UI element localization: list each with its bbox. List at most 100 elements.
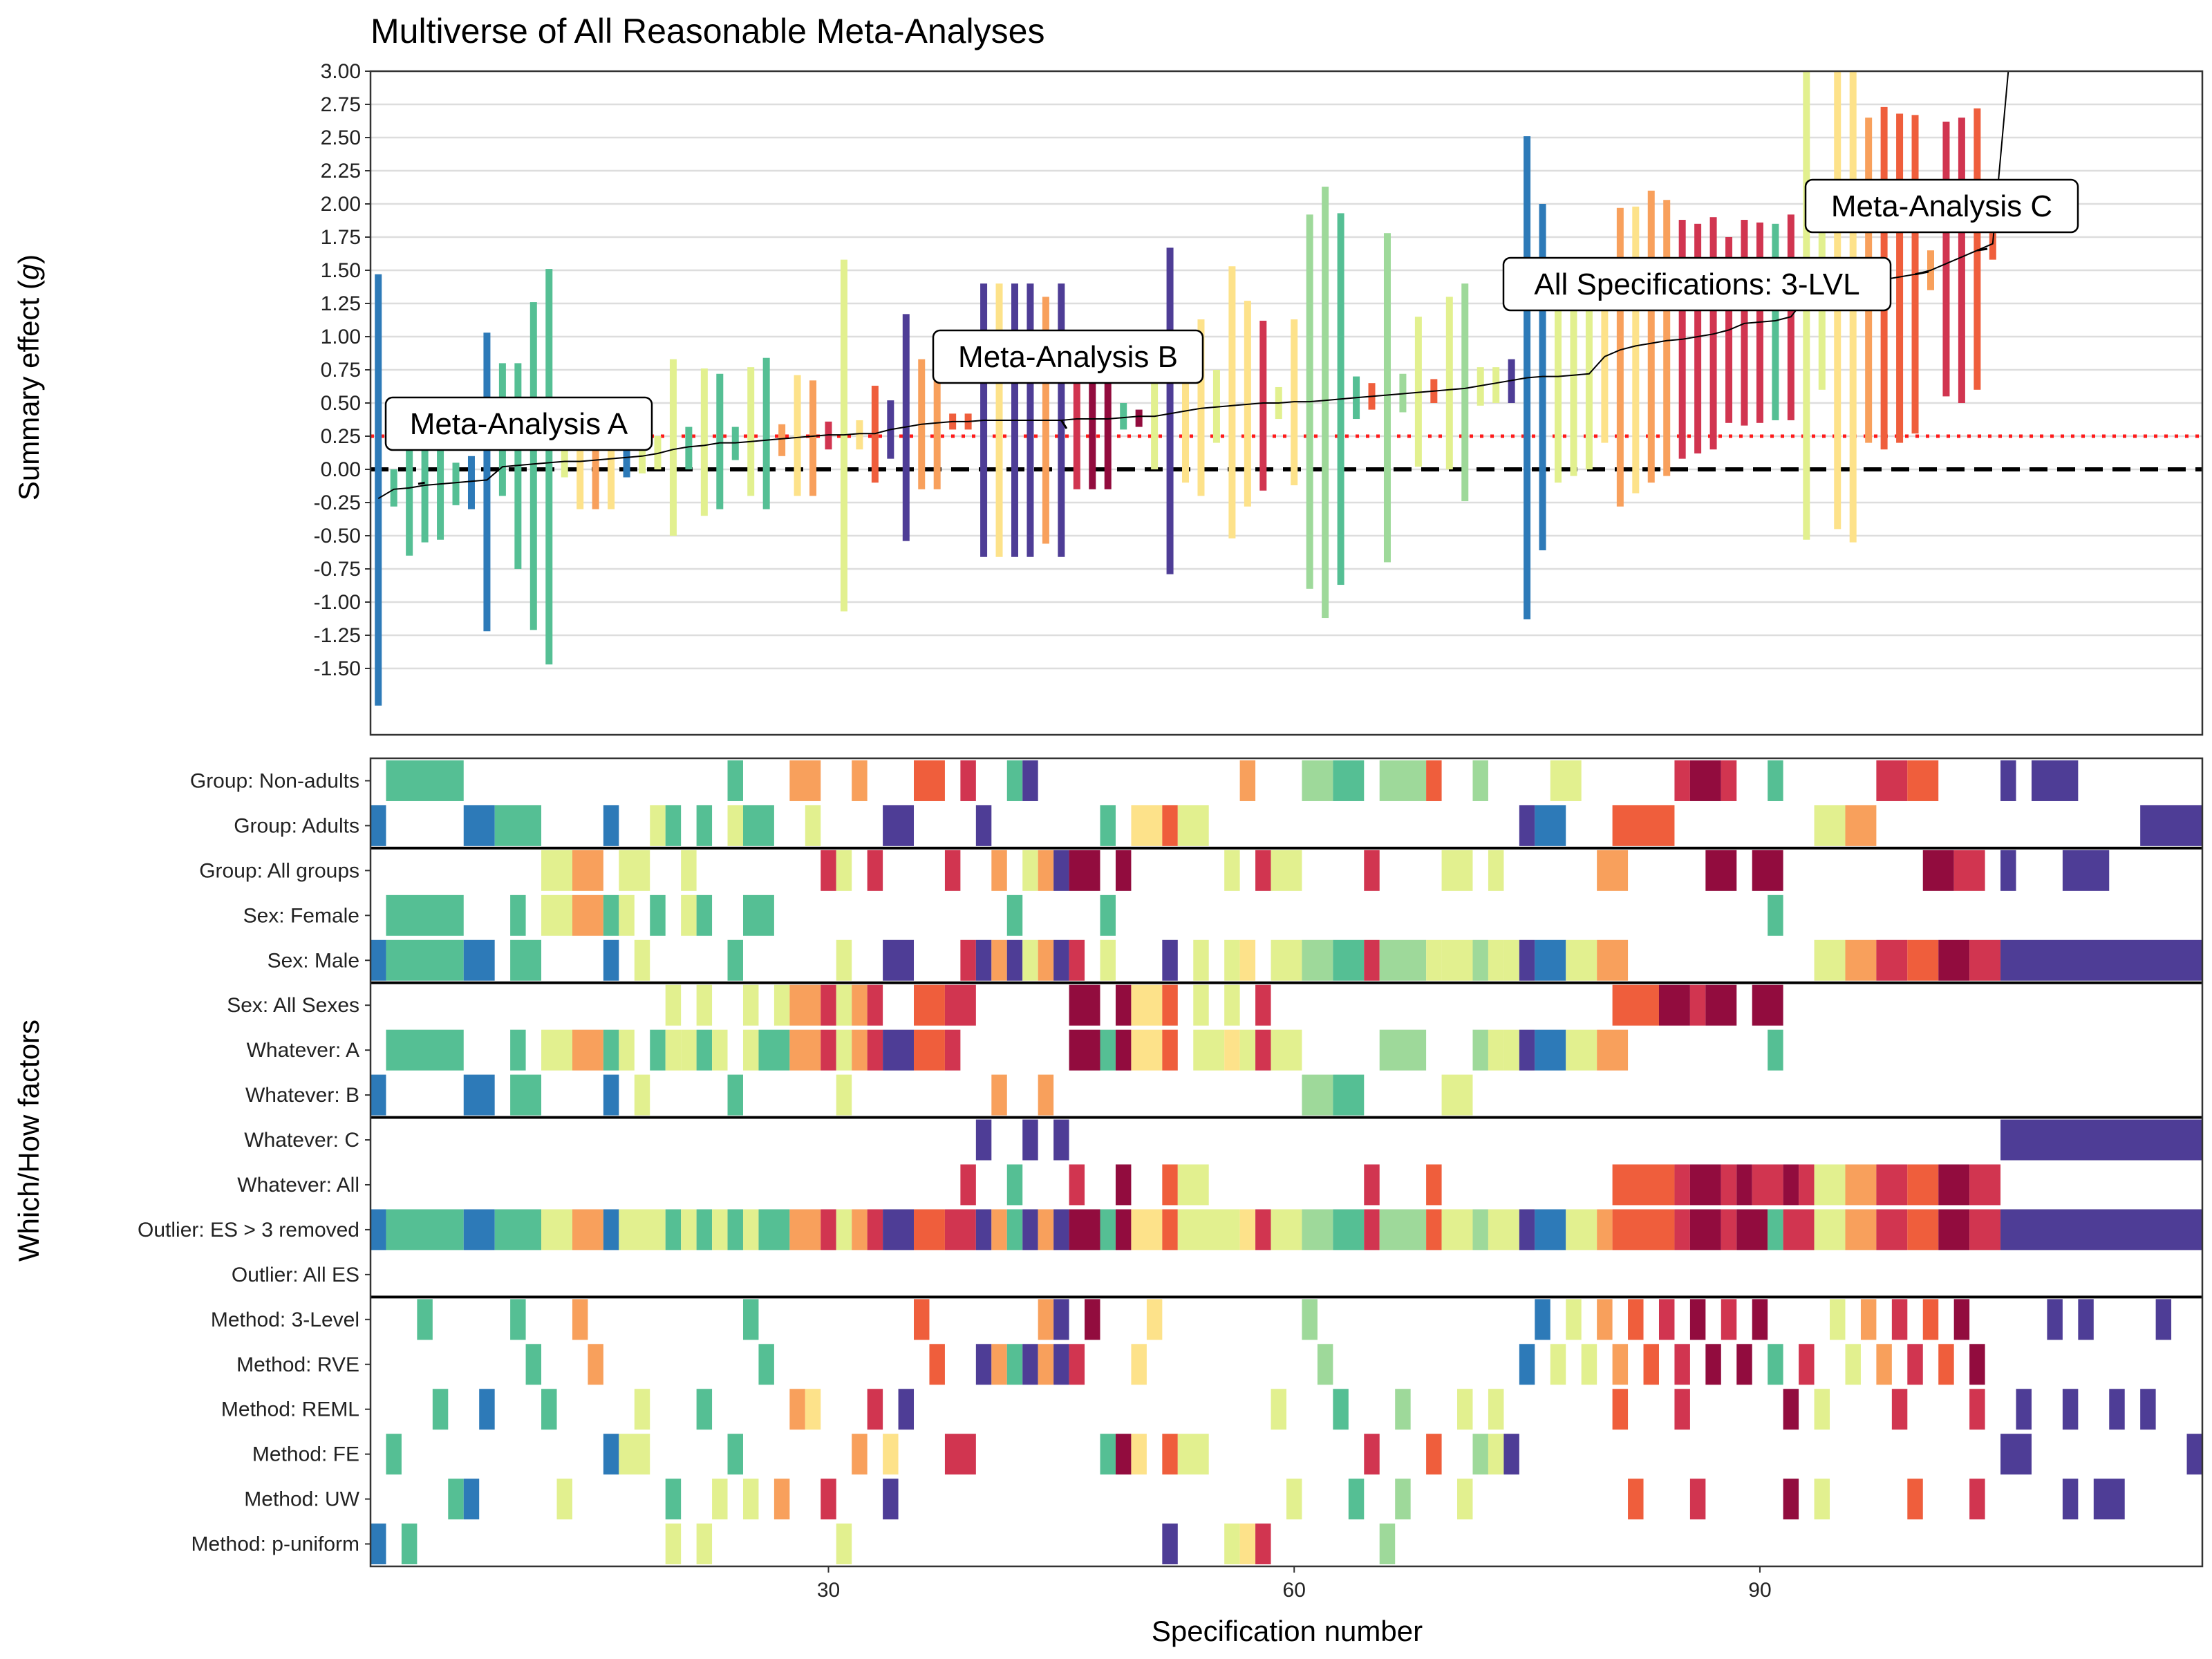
indicator-cell xyxy=(2155,1299,2172,1340)
indicator-cell xyxy=(1969,939,2001,981)
ci-bar xyxy=(1322,187,1329,619)
factor-label: Group: All groups xyxy=(199,859,359,882)
indicator-cell xyxy=(1006,1344,1023,1385)
top-y-axis-label: Summary effect (g) xyxy=(12,254,45,500)
indicator-cell xyxy=(1845,939,1877,981)
indicator-cell xyxy=(371,1074,386,1116)
indicator-cell xyxy=(1426,1164,1442,1206)
ci-bar xyxy=(669,359,677,536)
factor-label: Method: RVE xyxy=(236,1353,359,1376)
indicator-cell xyxy=(1550,760,1582,801)
indicator-cell xyxy=(2062,850,2110,891)
indicator-cell xyxy=(991,1209,1007,1250)
indicator-cell xyxy=(2062,1389,2079,1430)
indicator-cell xyxy=(1379,1209,1427,1250)
indicator-cell xyxy=(1969,1209,2001,1250)
indicator-cell xyxy=(463,805,495,846)
indicator-cell xyxy=(1876,939,1908,981)
indicator-cell xyxy=(1006,1209,1023,1250)
indicator-cell xyxy=(1131,1209,1163,1250)
factor-label: Whatever: A xyxy=(247,1039,359,1062)
indicator-cell xyxy=(463,1074,495,1116)
indicator-cell xyxy=(696,1389,713,1430)
indicator-cell xyxy=(1488,1434,1504,1475)
annotation-box xyxy=(384,396,653,451)
indicator-cell xyxy=(1286,1479,1302,1520)
indicator-cell xyxy=(883,1209,915,1250)
indicator-cell xyxy=(1969,1344,1985,1385)
indicator-cell xyxy=(1658,984,1690,1026)
indicator-cell xyxy=(1441,850,1473,891)
indicator-cell xyxy=(696,1029,713,1071)
factor-label: Method: p-uniform xyxy=(191,1533,359,1556)
indicator-cell xyxy=(1100,1434,1116,1475)
annotation-3: All Specifications: 3-LVL xyxy=(1502,256,1929,312)
indicator-cell xyxy=(1131,805,1163,846)
indicator-cell xyxy=(1876,1164,1908,1206)
annotation-2: Meta-Analysis B xyxy=(932,329,1204,429)
indicator-cell xyxy=(541,850,572,891)
indicator-cell xyxy=(1115,984,1132,1026)
indicator-cell xyxy=(1922,1299,1939,1340)
indicator-cell xyxy=(510,1074,542,1116)
indicator-cell xyxy=(852,760,868,801)
indicator-cell xyxy=(1069,984,1100,1026)
indicator-cell xyxy=(1472,939,1488,981)
indicator-cell xyxy=(2031,760,2079,801)
indicator-cell xyxy=(603,1074,619,1116)
indicator-cell xyxy=(975,1209,992,1250)
chart-title: Multiverse of All Reasonable Meta-Analys… xyxy=(371,12,1044,50)
indicator-cell xyxy=(852,1029,868,1071)
indicator-cell xyxy=(742,1479,759,1520)
indicator-cell xyxy=(1069,850,1100,891)
indicator-cell xyxy=(1674,1164,1690,1206)
indicator-cell xyxy=(1721,1209,1737,1250)
indicator-cell xyxy=(572,1029,603,1071)
indicator-cell xyxy=(944,1209,976,1250)
annotation-label: Meta-Analysis B xyxy=(958,340,1178,374)
indicator-cell xyxy=(1814,1389,1830,1430)
indicator-cell xyxy=(1364,1209,1380,1250)
ci-bar xyxy=(1942,121,1950,397)
indicator-cell xyxy=(494,1209,542,1250)
indicator-cell xyxy=(975,1344,992,1385)
indicator-cell xyxy=(789,1209,821,1250)
ci-bar xyxy=(375,274,382,706)
indicator-cell xyxy=(1038,1344,1054,1385)
ci-bar xyxy=(608,440,615,509)
indicator-cell xyxy=(634,1389,650,1430)
ci-bar xyxy=(1632,206,1640,494)
indicator-cell xyxy=(2140,805,2202,846)
indicator-cell xyxy=(1907,939,1939,981)
ci-bar xyxy=(1120,403,1127,430)
indicator-cell xyxy=(712,1479,728,1520)
ci-bar xyxy=(483,332,491,632)
ci-bar xyxy=(1570,276,1577,476)
indicator-cell xyxy=(1689,1164,1721,1206)
indicator-cell xyxy=(1162,1209,1178,1250)
indicator-cell xyxy=(1907,1344,1923,1385)
indicator-cell xyxy=(836,984,852,1026)
indicator-cell xyxy=(1038,850,1054,891)
indicator-cell xyxy=(960,939,976,981)
indicator-cell xyxy=(727,805,743,846)
indicator-cell xyxy=(1472,1209,1488,1250)
indicator-cell xyxy=(2016,1389,2032,1430)
y-tick-label: 0.25 xyxy=(321,425,361,448)
indicator-cell xyxy=(696,805,713,846)
indicator-cell xyxy=(432,1389,449,1430)
indicator-cell xyxy=(1736,1164,1752,1206)
indicator-cell xyxy=(1426,939,1442,981)
indicator-cell xyxy=(742,984,759,1026)
indicator-cell xyxy=(1224,984,1240,1026)
factor-label: Outlier: ES > 3 removed xyxy=(138,1219,359,1241)
indicator-cell xyxy=(836,939,852,981)
indicator-cell xyxy=(1689,760,1721,801)
indicator-cell xyxy=(1674,1389,1690,1430)
indicator-cell xyxy=(1271,850,1302,891)
indicator-cell xyxy=(1814,1209,1846,1250)
indicator-cell xyxy=(1612,1389,1629,1430)
y-tick-label: 2.25 xyxy=(321,160,361,182)
indicator-cell xyxy=(665,1524,682,1564)
indicator-cell xyxy=(2000,1434,2032,1475)
